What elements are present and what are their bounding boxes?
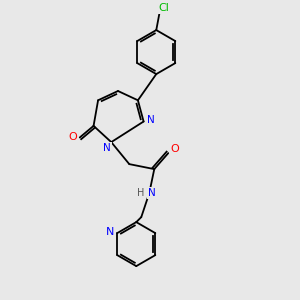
Text: N: N: [148, 188, 156, 198]
Text: O: O: [68, 133, 77, 142]
Text: N: N: [106, 227, 114, 237]
Text: H: H: [136, 188, 144, 198]
Text: O: O: [170, 144, 178, 154]
Text: N: N: [147, 115, 154, 124]
Text: N: N: [103, 143, 111, 153]
Text: Cl: Cl: [159, 3, 170, 13]
